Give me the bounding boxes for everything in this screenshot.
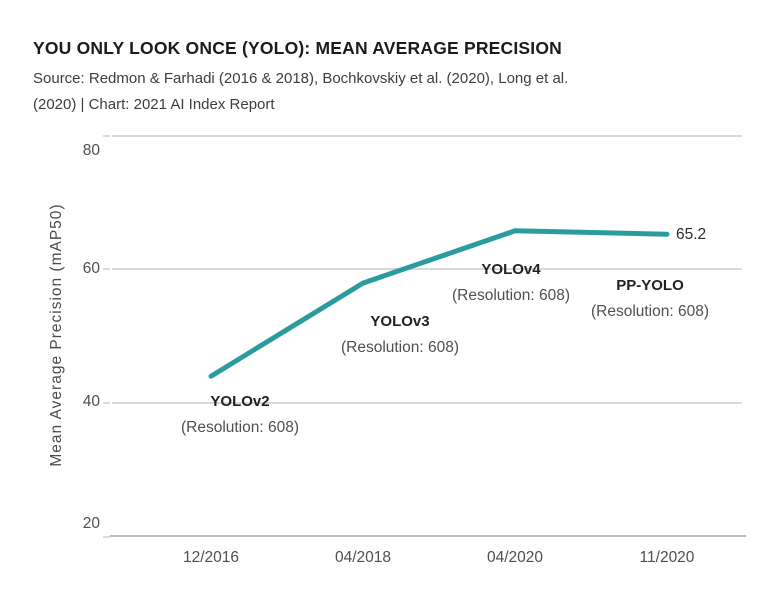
annotation-pp-yolo-name: PP-YOLO (616, 277, 684, 294)
annotation-yolov4: YOLOv4 (Resolution: 608) (401, 257, 621, 309)
y-tick-80: 80 (82, 142, 100, 159)
map50-line-chart (208, 228, 670, 379)
yolo-map50-line (208, 228, 670, 379)
annotation-yolov2-detail: (Resolution: 608) (180, 419, 300, 436)
chart-source: Source: Redmon & Farhadi (2016 & 2018), … (33, 66, 733, 118)
y-tick-40: 40 (82, 393, 100, 410)
plot-area (110, 135, 746, 537)
annotation-pp-yolo: PP-YOLO (Resolution: 608) (540, 273, 760, 325)
chart-title: YOU ONLY LOOK ONCE (YOLO): MEAN AVERAGE … (33, 38, 563, 58)
x-tick-04-2020: 04/2020 (486, 549, 544, 566)
x-tick-04-2018: 04/2018 (334, 549, 392, 566)
annotation-yolov4-detail: (Resolution: 608) (451, 287, 571, 304)
y-tick-20: 20 (82, 515, 100, 532)
y-tickmark-40 (103, 402, 110, 404)
chart-source-line-1: Source: Redmon & Farhadi (2016 & 2018), … (33, 70, 569, 87)
annotation-yolov4-name: YOLOv4 (481, 261, 541, 278)
y-tickmark-80 (103, 135, 110, 137)
chart-source-line-2: (2020) | Chart: 2021 AI Index Report (33, 96, 275, 113)
gridline-80 (112, 135, 742, 137)
end-value-label: 65.2 (676, 226, 707, 243)
x-tick-11-2020: 11/2020 (639, 549, 695, 566)
annotation-yolov3-detail: (Resolution: 608) (340, 339, 460, 356)
y-tickmark-60 (103, 268, 110, 270)
x-tick-12-2016: 12/2016 (182, 549, 240, 566)
annotation-pp-yolo-detail: (Resolution: 608) (590, 303, 710, 320)
annotation-yolov2: YOLOv2 (Resolution: 608) (130, 389, 350, 441)
annotation-yolov3: YOLOv3 (Resolution: 608) (290, 309, 510, 361)
gridline-60 (112, 268, 742, 270)
annotation-yolov3-name: YOLOv3 (370, 313, 430, 330)
y-tickmark-20 (103, 536, 110, 538)
y-tick-60: 60 (82, 260, 100, 277)
gridline-40 (112, 402, 742, 404)
y-axis-title: Mean Average Precision (mAP50) (48, 203, 65, 467)
annotation-yolov2-name: YOLOv2 (210, 393, 270, 410)
